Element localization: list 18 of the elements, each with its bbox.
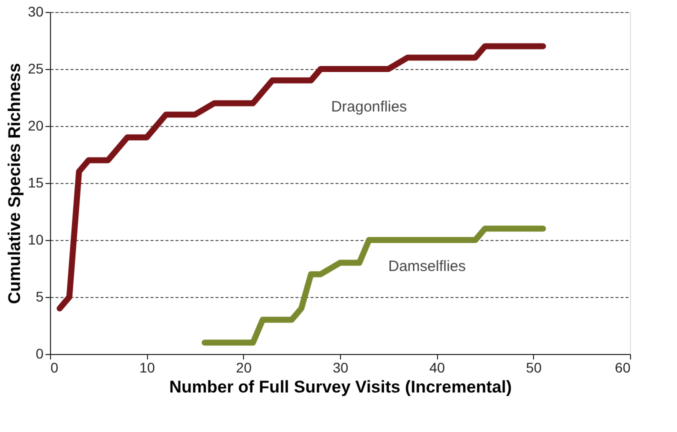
x-tick-label: 0 — [50, 360, 58, 376]
y-axis-title: Cumulative Species Richness — [4, 63, 24, 304]
y-tick-label: 5 — [36, 288, 44, 304]
x-tick-label: 60 — [614, 360, 631, 376]
x-tick-label: 50 — [526, 360, 542, 376]
x-axis-title: Number of Full Survey Visits (Incremental) — [169, 378, 512, 396]
x-tick-label: 10 — [139, 360, 156, 376]
x-tick-label: 20 — [236, 360, 252, 376]
y-tick-label: 10 — [28, 232, 44, 248]
x-tick-label: 40 — [429, 360, 446, 376]
y-tick-label: 25 — [28, 60, 44, 76]
y-tick-label: 20 — [28, 118, 44, 134]
y-tick-label: 0 — [36, 346, 44, 362]
x-tick-label: 30 — [332, 360, 348, 376]
y-tick-label: 30 — [28, 4, 44, 20]
series-label: Dragonflies — [331, 98, 407, 116]
y-tick-label: 15 — [28, 174, 44, 190]
series-label: Damselflies — [388, 258, 466, 275]
